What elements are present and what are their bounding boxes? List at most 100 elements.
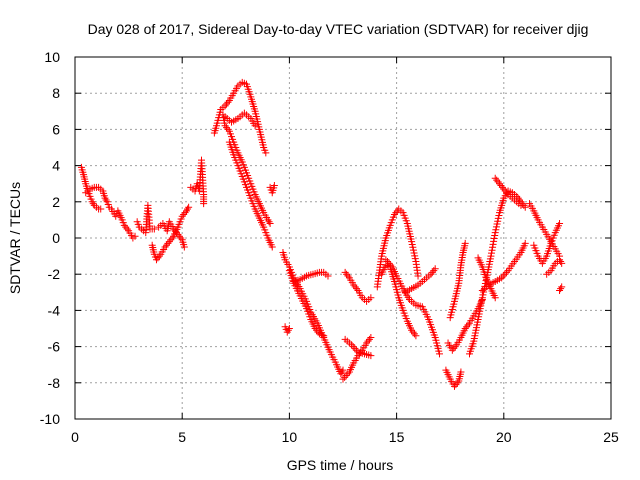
data-series: [526, 200, 564, 260]
data-point: [365, 335, 373, 343]
data-point: [337, 370, 345, 378]
data-point: [457, 368, 465, 376]
data-series: [133, 201, 158, 237]
data-point: [500, 185, 508, 193]
y-tick-label: -4: [48, 302, 61, 318]
data-point: [320, 332, 328, 340]
data-point: [185, 203, 193, 211]
data-point: [503, 189, 511, 197]
data-point: [311, 325, 319, 332]
data-point: [341, 373, 349, 381]
data-point: [491, 174, 499, 182]
data-series: [442, 366, 465, 390]
data-point: [264, 216, 272, 224]
data-point: [556, 256, 564, 264]
data-point: [184, 205, 192, 213]
data-point: [162, 241, 170, 249]
y-tick-label: 6: [52, 121, 60, 137]
x-tick-label: 5: [178, 429, 186, 445]
data-point: [155, 252, 163, 260]
data-point: [349, 343, 357, 351]
data-point: [284, 326, 292, 334]
data-series: [107, 205, 139, 242]
data-point: [495, 212, 503, 220]
data-point: [453, 379, 461, 387]
data-series: [341, 335, 375, 360]
data-point: [120, 221, 128, 229]
data-point: [382, 256, 390, 264]
data-point: [268, 243, 276, 251]
data-point: [131, 232, 139, 240]
data-point: [498, 274, 506, 282]
data-point: [558, 283, 566, 291]
data-point: [200, 200, 208, 208]
data-point: [266, 220, 274, 228]
data-point: [223, 124, 231, 132]
data-point: [88, 198, 96, 206]
data-point: [501, 187, 509, 195]
data-point: [461, 239, 469, 247]
data-point: [344, 272, 352, 280]
data-series: [530, 220, 564, 267]
data-point: [251, 122, 259, 130]
data-point: [164, 239, 172, 247]
data-point: [411, 255, 419, 263]
data-point: [412, 332, 420, 340]
data-point: [344, 370, 352, 378]
data-point: [122, 223, 130, 231]
data-point: [175, 232, 183, 240]
data-point: [353, 285, 361, 293]
data-point: [408, 238, 416, 246]
x-axis-label: GPS time / hours: [287, 457, 394, 473]
data-point: [408, 240, 416, 248]
data-point: [497, 182, 505, 190]
data-series: [491, 174, 525, 209]
data-series: [77, 163, 105, 213]
data-series: [446, 239, 469, 322]
data-point: [351, 283, 359, 291]
data-point: [89, 200, 97, 208]
data-point: [430, 267, 438, 275]
data-point: [411, 252, 419, 260]
data-point: [487, 249, 495, 257]
data-point: [102, 196, 110, 204]
data-point: [501, 270, 509, 278]
data-point: [364, 337, 372, 345]
data-series: [82, 183, 113, 211]
data-point: [408, 326, 416, 334]
data-point: [171, 227, 179, 235]
data-point: [521, 203, 529, 211]
data-point: [221, 122, 229, 130]
data-series: [556, 283, 566, 294]
grid-lines: [75, 57, 611, 419]
data-point: [479, 291, 487, 299]
data-point: [177, 234, 185, 242]
data-point: [343, 270, 351, 278]
data-series: [225, 138, 276, 251]
data-point: [339, 375, 347, 383]
data-point: [270, 182, 278, 190]
data-point: [557, 285, 565, 293]
data-point: [123, 225, 131, 233]
data-point: [262, 149, 270, 157]
data-series: [281, 323, 293, 336]
data-point: [489, 240, 497, 248]
data-point: [491, 232, 499, 240]
data-series: [401, 265, 439, 296]
data-series: [285, 267, 328, 340]
data-point: [392, 209, 400, 217]
data-point: [385, 259, 393, 267]
data-point: [464, 321, 472, 329]
data-point: [489, 243, 497, 251]
data-point: [478, 294, 486, 302]
data-point: [342, 372, 350, 380]
data-point: [493, 176, 501, 184]
data-series: [290, 268, 332, 285]
data-point: [161, 243, 169, 251]
data-point: [502, 268, 510, 276]
data-point: [387, 261, 395, 269]
data-series: [221, 109, 259, 130]
data-point: [224, 125, 232, 133]
chart-title: Day 028 of 2017, Sidereal Day-to-day VTE…: [88, 21, 589, 37]
y-axis-label: SDTVAR / TECUs: [7, 182, 23, 294]
